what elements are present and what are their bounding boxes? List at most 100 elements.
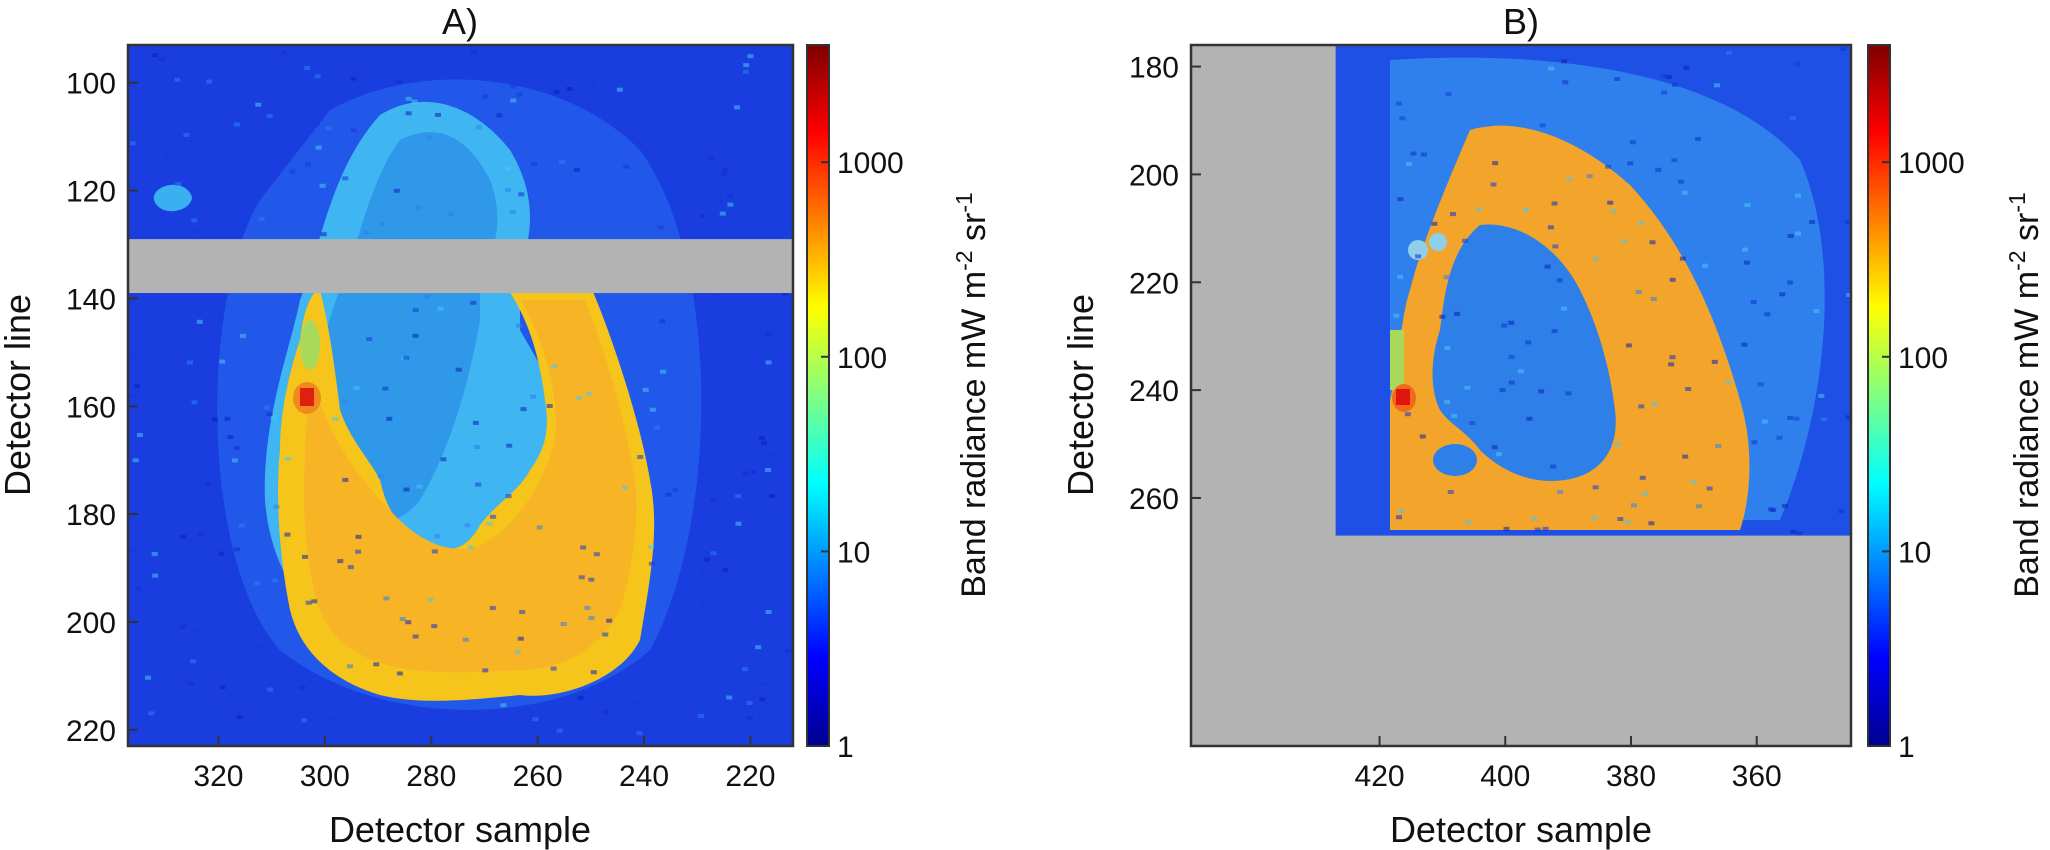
- noise-pixel: [722, 167, 729, 172]
- noise-pixel: [1768, 507, 1774, 512]
- noise-pixel: [346, 664, 353, 669]
- noise-pixel: [1531, 516, 1538, 521]
- noise-pixel: [517, 636, 524, 641]
- noise-pixel: [431, 549, 438, 554]
- noise-pixel: [648, 561, 655, 566]
- noise-pixel: [472, 420, 479, 425]
- noise-pixel: [151, 551, 158, 556]
- noise-pixel: [163, 155, 170, 160]
- noise-pixel: [1787, 234, 1794, 239]
- noise-pixel: [1565, 391, 1572, 396]
- noise-pixel: [1462, 238, 1468, 243]
- noise-pixel: [272, 578, 279, 583]
- noise-pixel: [1725, 380, 1732, 385]
- noise-pixel: [1508, 380, 1515, 385]
- noise-pixel: [134, 384, 141, 389]
- noise-pixel: [1393, 313, 1400, 318]
- noise-pixel: [342, 176, 349, 181]
- panel-a-vent-spot: [153, 184, 192, 212]
- noise-pixel: [464, 523, 471, 528]
- noise-pixel: [602, 632, 609, 637]
- noise-pixel: [255, 102, 262, 107]
- noise-pixel: [1522, 208, 1529, 212]
- noise-pixel: [590, 83, 597, 87]
- noise-pixel: [1660, 74, 1667, 79]
- noise-pixel: [299, 685, 306, 690]
- noise-pixel: [743, 63, 750, 68]
- noise-pixel: [1406, 162, 1412, 166]
- noise-pixel: [342, 477, 349, 482]
- noise-pixel: [304, 66, 310, 70]
- noise-pixel: [1685, 387, 1692, 391]
- noise-pixel: [734, 105, 740, 110]
- noise-pixel: [516, 92, 523, 97]
- noise-pixel: [130, 354, 137, 359]
- noise-pixel: [411, 99, 418, 104]
- noise-pixel: [474, 445, 481, 449]
- noise-pixel: [219, 685, 226, 690]
- noise-pixel: [224, 416, 231, 421]
- noise-pixel: [586, 391, 593, 396]
- noise-pixel: [1588, 345, 1595, 350]
- noise-pixel: [405, 96, 412, 101]
- noise-pixel: [1627, 161, 1634, 166]
- panel-b-ytick-label: 200: [1129, 159, 1179, 192]
- noise-pixel: [500, 703, 507, 708]
- noise-pixel: [577, 695, 584, 700]
- noise-pixel: [759, 697, 766, 702]
- noise-pixel: [350, 76, 357, 81]
- cbar-a-label-mid: sr: [955, 213, 993, 251]
- noise-pixel: [588, 577, 595, 582]
- panel-a-colorbar-tick-label: 1000: [837, 147, 904, 180]
- noise-pixel: [236, 715, 243, 720]
- noise-pixel: [190, 659, 196, 664]
- noise-pixel: [337, 559, 344, 564]
- noise-pixel: [559, 160, 566, 164]
- noise-pixel: [505, 167, 511, 171]
- noise-pixel: [1548, 66, 1555, 71]
- noise-pixel: [1508, 320, 1515, 325]
- noise-pixel: [426, 135, 433, 140]
- noise-pixel: [1465, 520, 1472, 525]
- noise-pixel: [1711, 359, 1718, 364]
- noise-pixel: [132, 458, 139, 463]
- noise-pixel: [1444, 399, 1451, 404]
- noise-pixel: [470, 300, 477, 305]
- noise-pixel: [475, 125, 482, 130]
- noise-pixel: [580, 545, 587, 550]
- panel-a-colorbar: 1 10 100 1000 Band radiance mW m-2 sr-1: [806, 44, 993, 764]
- noise-pixel: [1683, 65, 1690, 70]
- noise-pixel: [314, 74, 321, 79]
- panel-b-xtick-label: 400: [1480, 760, 1530, 793]
- noise-pixel: [434, 534, 441, 539]
- noise-pixel: [1845, 219, 1851, 224]
- noise-pixel: [550, 666, 557, 671]
- noise-pixel: [657, 225, 664, 230]
- noise-pixel: [366, 337, 373, 342]
- noise-pixel: [1496, 452, 1502, 457]
- noise-pixel: [1539, 123, 1546, 128]
- noise-pixel: [1679, 256, 1686, 261]
- noise-pixel: [175, 182, 182, 186]
- noise-pixel: [377, 474, 384, 479]
- noise-pixel: [1508, 355, 1515, 359]
- noise-pixel: [765, 468, 771, 472]
- noise-pixel: [1421, 152, 1427, 157]
- noise-pixel: [1399, 116, 1406, 121]
- noise-pixel: [1794, 62, 1801, 66]
- noise-pixel: [742, 471, 749, 476]
- noise-pixel: [1410, 151, 1417, 156]
- noise-pixel: [509, 210, 516, 215]
- noise-pixel: [1544, 264, 1551, 269]
- panel-a-xtick-label: 260: [513, 760, 563, 793]
- panel-a-ytick-label: 120: [66, 176, 116, 209]
- noise-pixel: [698, 714, 705, 719]
- panel-b-xtick-label: 380: [1606, 760, 1656, 793]
- panel-b-hotspot: [1396, 389, 1410, 405]
- noise-pixel: [1466, 400, 1473, 404]
- panel-b-ytick-label: 220: [1129, 267, 1179, 300]
- noise-pixel: [481, 94, 488, 99]
- noise-pixel: [616, 87, 623, 92]
- noise-pixel: [1741, 247, 1748, 252]
